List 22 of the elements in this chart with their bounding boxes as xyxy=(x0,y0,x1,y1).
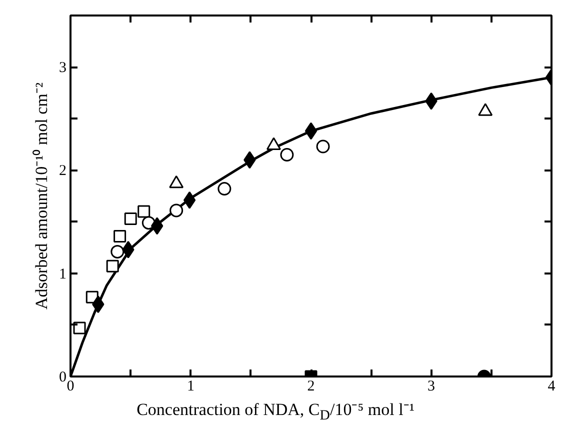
y-tick-label: 2 xyxy=(59,163,66,180)
point xyxy=(304,122,318,140)
point xyxy=(150,217,164,235)
point xyxy=(280,148,294,162)
y-axis-title: Adsorbed amount/10⁻¹⁰ mol cm⁻² xyxy=(32,82,51,310)
point xyxy=(218,182,232,196)
x-tick-label: 1 xyxy=(187,378,194,394)
point xyxy=(114,230,126,242)
y-tick-label: 3 xyxy=(59,60,66,76)
x-axis-title: Concentraction of NDA, C$_{D}$/10⁻⁵ mol l⁻¹ xyxy=(136,399,416,426)
x-tick-label: 3 xyxy=(428,378,435,394)
x-tick-label: 2 xyxy=(307,378,315,394)
y-tick-label: 1 xyxy=(59,266,66,282)
point xyxy=(316,140,330,154)
point xyxy=(110,244,124,258)
point xyxy=(73,322,86,334)
point xyxy=(183,191,196,209)
point xyxy=(124,212,137,225)
point xyxy=(106,260,119,272)
point xyxy=(138,205,150,218)
point xyxy=(170,204,184,218)
x-tick-label: 4 xyxy=(548,378,556,394)
